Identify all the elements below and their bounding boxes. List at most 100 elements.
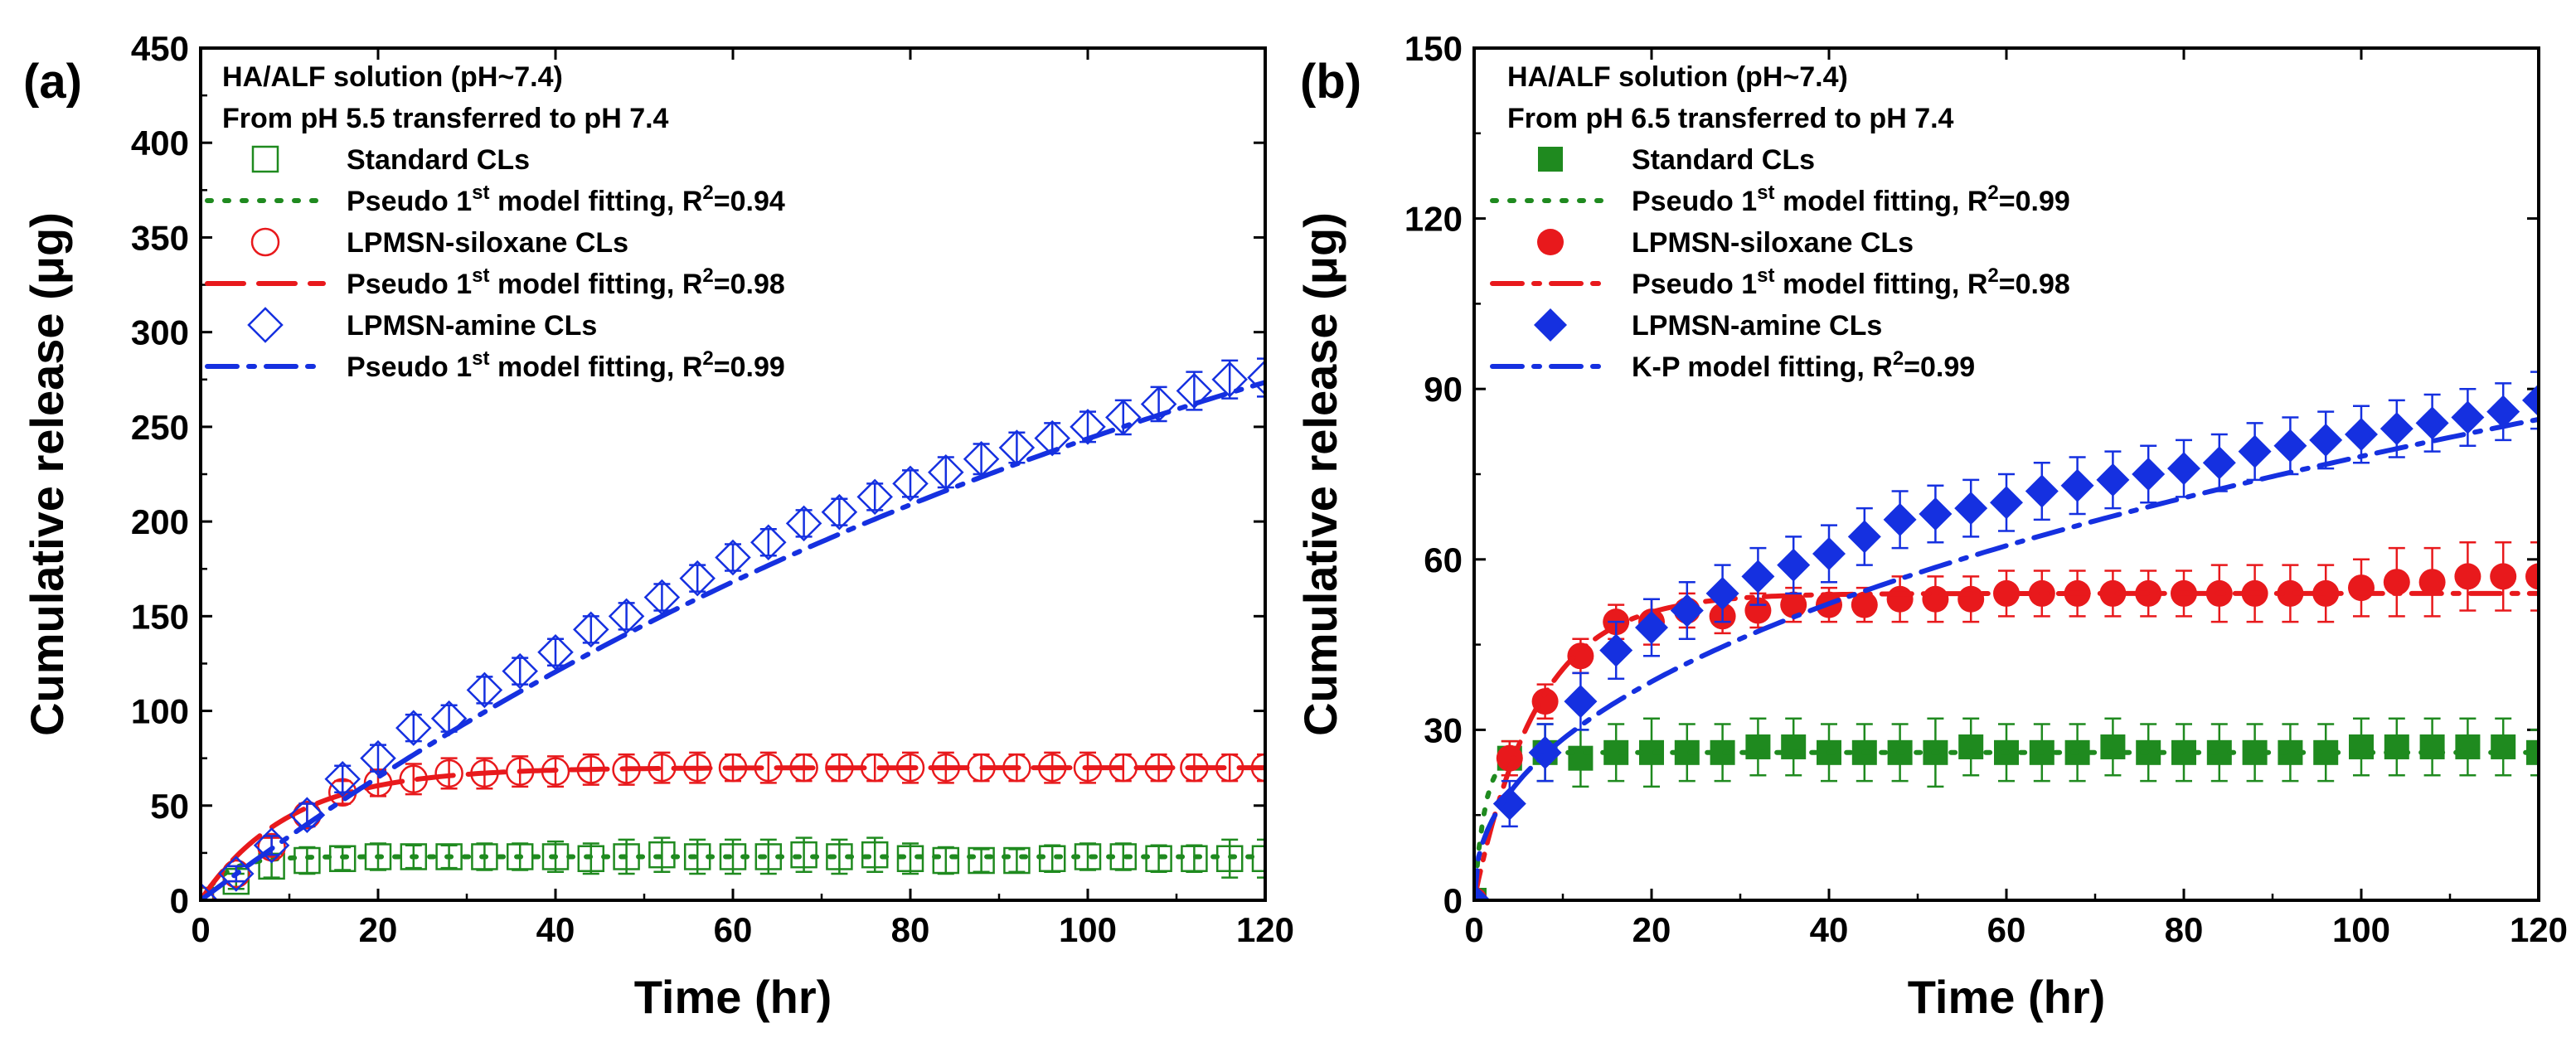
data-point	[2419, 734, 2445, 759]
data-point	[2525, 563, 2539, 590]
data-point	[2415, 406, 2449, 440]
data-point	[502, 652, 538, 690]
data-point	[2167, 452, 2200, 486]
data-point	[2486, 395, 2520, 429]
x-tick-label: 20	[1632, 910, 1671, 949]
x-tick-label: 60	[1987, 910, 2026, 949]
y-tick-label: 150	[1404, 29, 1463, 68]
legend-marker	[251, 145, 279, 173]
data-point	[2491, 734, 2516, 759]
data-point	[2060, 468, 2094, 502]
data-point	[1635, 611, 1668, 645]
error-bar	[759, 838, 777, 875]
data-point	[1745, 734, 1771, 759]
x-tick-label: 120	[2510, 910, 2568, 949]
error-bar	[405, 763, 422, 796]
error-bar	[476, 676, 493, 705]
y-tick-label: 150	[131, 597, 189, 636]
data-point	[1957, 585, 1985, 613]
legend-label: LPMSN-amine CLs	[1632, 310, 1882, 342]
error-bar	[759, 751, 777, 784]
axis-ticks: 0 20 40 60 80 100 120 0 30 60 90 120 150	[1404, 29, 2568, 949]
legend-label: Pseudo 1st model fitting, R2=0.98	[347, 264, 785, 300]
y-tick-label: 350	[131, 218, 189, 257]
error-bar	[618, 602, 635, 631]
error-bar	[298, 846, 316, 875]
y-tick-label: 100	[131, 692, 189, 731]
data-point	[1599, 633, 1633, 667]
legend-item: Pseudo 1st model fitting, R2=0.94	[205, 182, 785, 217]
y-tick-label: 90	[1424, 370, 1463, 409]
y-tick-label: 30	[1424, 710, 1463, 749]
data-point	[1567, 642, 1594, 670]
data-point	[1034, 419, 1070, 457]
legend-item: K-P model fitting, R2=0.99	[1490, 347, 1975, 383]
x-tick-label: 60	[714, 910, 753, 949]
legend-label: Pseudo 1st model fitting, R2=0.98	[1632, 264, 2070, 300]
data-point	[2454, 563, 2481, 590]
legend-item: LPMSN-siloxane CLs	[1537, 227, 1914, 259]
data-point	[892, 465, 929, 502]
error-bar	[725, 838, 741, 875]
legend-item: Pseudo 1st model fitting, R2=0.98	[1490, 264, 2070, 300]
legend-marker	[250, 227, 280, 257]
x-axis-label: Time (hr)	[634, 971, 832, 1023]
error-bar	[1008, 848, 1026, 873]
x-tick-label: 80	[891, 910, 930, 949]
fit-line-5	[201, 380, 1265, 900]
fit-line-1	[201, 854, 1265, 900]
data-point	[1670, 594, 1704, 628]
error-bar	[973, 848, 990, 873]
data-point	[2100, 734, 2126, 759]
legend-marker	[1534, 308, 1567, 342]
error-bar	[547, 637, 564, 666]
data-point	[679, 560, 716, 597]
error-bar	[689, 838, 706, 875]
legend-label: LPMSN-siloxane CLs	[1632, 227, 1914, 259]
y-tick-label: 120	[1404, 200, 1463, 239]
x-tick-label: 100	[2332, 910, 2390, 949]
x-tick-label: 20	[359, 910, 398, 949]
error-bar	[831, 497, 848, 526]
x-tick-label: 0	[1464, 910, 1483, 949]
error-bar	[689, 564, 706, 593]
plot-area	[1474, 371, 2539, 900]
y-tick-label: 250	[131, 408, 189, 447]
panel-label: (a)	[23, 55, 82, 109]
data-point	[1247, 359, 1265, 396]
data-point	[1176, 372, 1213, 410]
data-point	[785, 505, 822, 542]
error-bar	[902, 469, 919, 498]
y-axis-label: Cumulative release (μg)	[21, 212, 73, 736]
data-point	[2345, 418, 2378, 452]
data-point	[2526, 739, 2539, 765]
data-point	[466, 671, 503, 709]
error-bar	[866, 482, 884, 511]
legend-label: K-P model fitting, R2=0.99	[1632, 347, 1975, 383]
panel-a-chart: 0 20 40 60 80 100 120 0 50 100 150 200 250 300 350 400 4…	[21, 29, 1294, 1023]
data-point	[1105, 399, 1142, 436]
data-point	[1954, 492, 1988, 526]
data-point	[2238, 434, 2272, 468]
data-point	[324, 761, 361, 797]
axis-ticks: 0 20 40 60 80 100 120 0 50 100 150 200 250 300 350 400 4…	[131, 29, 1294, 949]
data-point	[715, 539, 751, 576]
error-bar	[653, 583, 671, 612]
legend-item: LPMSN-amine CLs	[1534, 308, 1882, 342]
x-tick-label: 40	[536, 910, 575, 949]
data-point	[293, 846, 321, 875]
legend-item: Pseudo 1st model fitting, R2=0.99	[205, 347, 785, 383]
data-point	[218, 856, 255, 892]
fit-line-1	[1474, 749, 2539, 900]
error-bar	[1257, 357, 1265, 398]
data-point	[1705, 576, 1739, 610]
y-tick-label: 50	[150, 787, 189, 826]
fit-line-5	[1474, 416, 2539, 900]
error-bar	[866, 836, 884, 873]
error-bar	[902, 842, 919, 875]
y-tick-label: 300	[131, 313, 189, 352]
series-0	[201, 836, 1265, 900]
y-tick-label: 60	[1424, 540, 1463, 579]
error-bar	[2530, 540, 2539, 612]
